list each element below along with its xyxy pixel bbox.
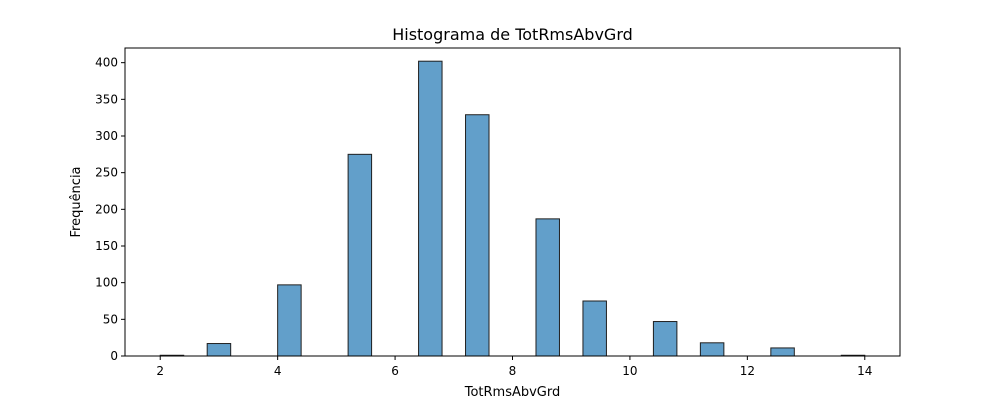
- y-axis-label: Frequência: [69, 166, 84, 237]
- x-axis-label: TotRmsAbvGrd: [464, 385, 561, 400]
- y-tick-label: 400: [95, 56, 118, 70]
- histogram-bar: [347, 153, 373, 357]
- x-tick-label: 10: [622, 364, 637, 378]
- x-tick-label: 2: [156, 364, 164, 378]
- histogram-bar: [277, 284, 302, 357]
- x-tick-label: 8: [509, 364, 517, 378]
- histogram-bar: [206, 343, 232, 357]
- x-axis-ticks: 2 4 6 8 10 12 14: [156, 356, 872, 378]
- y-axis-ticks: 0 50 100 150 200 250 300 350 400: [95, 56, 125, 363]
- histogram-bar: [699, 342, 725, 357]
- x-tick-label: 4: [274, 364, 282, 378]
- y-tick-label: 350: [95, 92, 118, 106]
- x-tick-label: 6: [391, 364, 399, 378]
- x-tick-label: 14: [857, 364, 872, 378]
- y-tick-label: 300: [95, 129, 118, 143]
- y-tick-label: 200: [95, 202, 118, 216]
- histogram-bar: [770, 347, 795, 357]
- y-tick-label: 250: [95, 166, 118, 180]
- bars-group: [159, 60, 866, 357]
- y-tick-label: 50: [103, 312, 118, 326]
- y-tick-label: 100: [95, 276, 118, 290]
- histogram-bar: [652, 321, 678, 357]
- x-tick-label: 12: [740, 364, 755, 378]
- chart-title: Histograma de TotRmsAbvGrd: [392, 25, 633, 44]
- y-tick-label: 0: [110, 349, 118, 363]
- histogram-bar: [465, 114, 490, 357]
- y-tick-label: 150: [95, 239, 118, 253]
- histogram-bar: [582, 300, 607, 357]
- histogram-bar: [418, 60, 443, 357]
- histogram-bar: [535, 218, 560, 357]
